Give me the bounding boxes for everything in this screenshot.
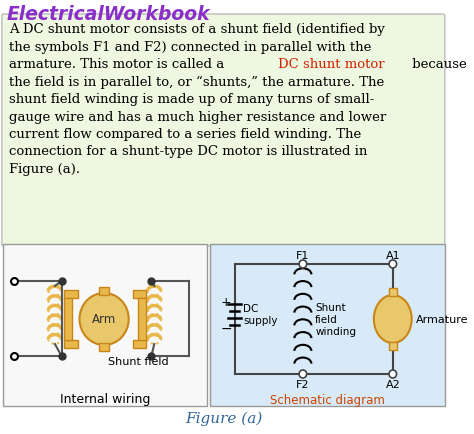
Text: Shunt
field
winding: Shunt field winding: [315, 302, 356, 336]
Text: F2: F2: [296, 379, 310, 389]
Text: armature. This motor is called a: armature. This motor is called a: [9, 58, 229, 71]
Text: Schematic diagram: Schematic diagram: [270, 394, 385, 407]
Bar: [64, 290, 78, 298]
Text: Internal wiring: Internal wiring: [60, 393, 150, 405]
Text: the symbols F1 and F2) connected in parallel with the: the symbols F1 and F2) connected in para…: [9, 40, 372, 53]
Text: Figure (a): Figure (a): [186, 411, 263, 425]
FancyBboxPatch shape: [3, 244, 207, 406]
Text: DC
supply: DC supply: [243, 303, 278, 325]
Text: Armature: Armature: [416, 314, 468, 324]
Text: Figure (a).: Figure (a).: [9, 163, 81, 176]
Circle shape: [299, 260, 307, 268]
Bar: [64, 340, 78, 348]
Bar: [389, 342, 397, 350]
Text: A DC shunt motor consists of a shunt field (identified by: A DC shunt motor consists of a shunt fie…: [9, 23, 385, 36]
Text: −: −: [220, 321, 232, 335]
Text: DC shunt motor: DC shunt motor: [278, 58, 384, 71]
FancyBboxPatch shape: [2, 15, 445, 247]
Bar: [100, 343, 109, 351]
Text: the field is in parallel to, or “shunts,” the armature. The: the field is in parallel to, or “shunts,…: [9, 76, 385, 89]
Text: +: +: [221, 295, 231, 308]
Circle shape: [389, 370, 397, 378]
Bar: [133, 340, 146, 348]
Bar: [100, 287, 109, 295]
Bar: [133, 290, 146, 298]
Text: A2: A2: [385, 379, 400, 389]
Text: Arm: Arm: [92, 313, 116, 326]
Text: because: because: [408, 58, 466, 71]
Circle shape: [299, 370, 307, 378]
Text: ElectricalWorkbook: ElectricalWorkbook: [7, 5, 210, 24]
FancyBboxPatch shape: [210, 244, 445, 406]
Text: connection for a shunt-type DC motor is illustrated in: connection for a shunt-type DC motor is …: [9, 145, 368, 158]
Text: A1: A1: [385, 250, 400, 260]
Text: shunt field winding is made up of many turns of small-: shunt field winding is made up of many t…: [9, 93, 375, 106]
Text: F1: F1: [296, 250, 310, 260]
Text: current flow compared to a series field winding. The: current flow compared to a series field …: [9, 128, 362, 141]
Bar: [389, 288, 397, 296]
Circle shape: [80, 293, 129, 345]
Ellipse shape: [374, 295, 412, 343]
Text: Shunt field: Shunt field: [108, 356, 168, 366]
Bar: [64, 298, 72, 340]
Bar: [138, 298, 146, 340]
Text: gauge wire and has a much higher resistance and lower: gauge wire and has a much higher resista…: [9, 110, 387, 123]
Circle shape: [389, 260, 397, 268]
